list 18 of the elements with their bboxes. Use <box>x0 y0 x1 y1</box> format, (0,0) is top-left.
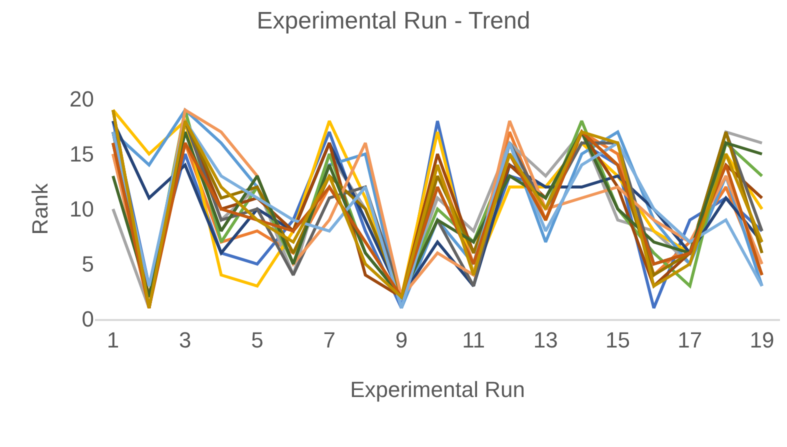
y-axis-title: Rank <box>27 182 52 235</box>
x-tick-label: 9 <box>395 327 408 352</box>
x-tick-label: 3 <box>179 327 192 352</box>
x-tick-label: 5 <box>251 327 264 352</box>
y-tick-label: 0 <box>82 306 94 332</box>
y-tick-label: 20 <box>70 86 94 112</box>
x-tick-label: 7 <box>323 327 336 352</box>
x-tick-label: 11 <box>462 327 485 352</box>
chart-title: Experimental Run - Trend <box>256 8 530 35</box>
y-tick-label: 5 <box>82 252 94 277</box>
x-tick-label: 15 <box>606 327 630 352</box>
x-tick-label: 17 <box>678 327 702 352</box>
x-tick-label: 13 <box>533 327 558 352</box>
x-axis-title: Experimental Run <box>350 376 525 402</box>
y-tick-label: 15 <box>70 142 94 167</box>
y-tick-label: 10 <box>70 196 94 222</box>
x-tick-label: 1 <box>106 327 120 352</box>
x-tick-label: 19 <box>750 327 774 352</box>
